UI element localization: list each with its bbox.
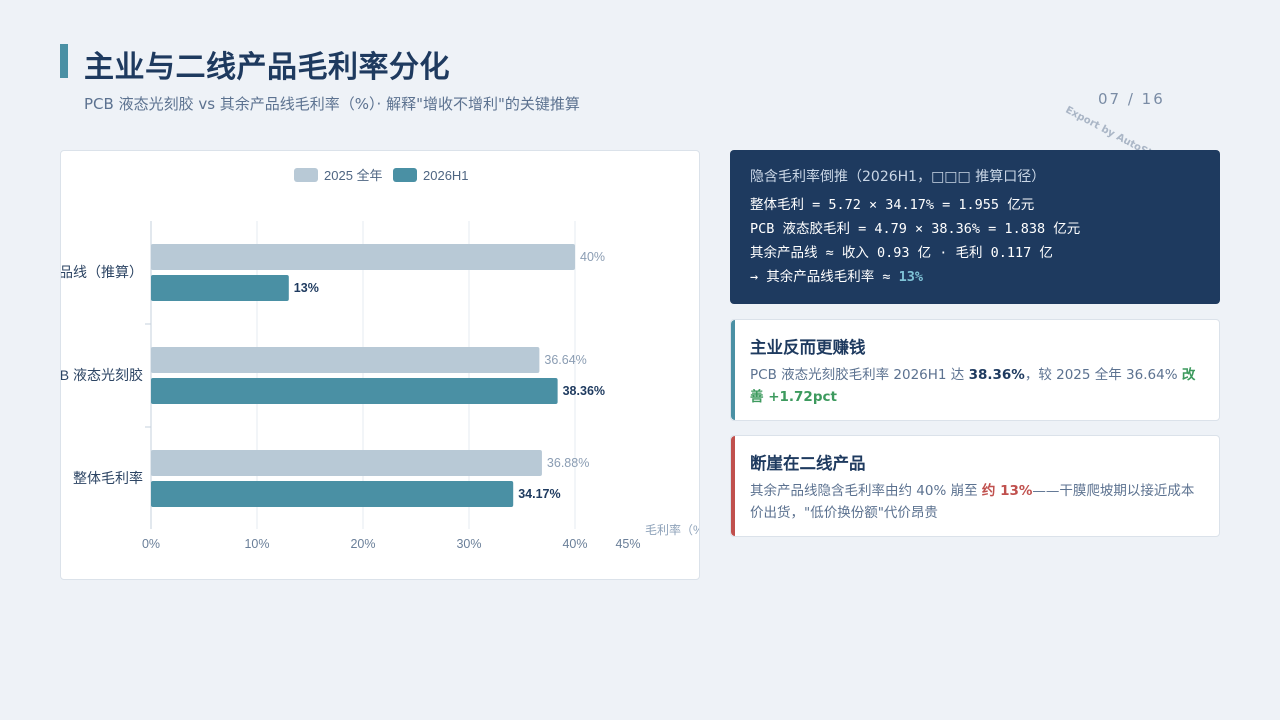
calc-card: 隐含毛利率倒推（2026H1，□□□ 推算口径） 整体毛利 = 5.72 × 3… (730, 150, 1220, 304)
insight-highlight: 38.36% (968, 367, 1025, 383)
chart-card: 0% 10% 20% 30% 40% 45% 毛利率（%） 其余产品线（推算） 40% 13% PC… (60, 150, 700, 580)
insight-decline: 约 13% (981, 483, 1033, 499)
x-tick-label: 20% (350, 537, 375, 551)
calc-line-pcb: PCB 液态胶毛利 = 4.79 × 38.36% = 1.838 亿元 (750, 221, 1081, 237)
x-tick-label: 40% (562, 537, 587, 551)
legend-swatch (393, 168, 417, 182)
x-axis-label: 毛利率（%） (645, 522, 700, 537)
x-tick-label: 0% (142, 537, 160, 551)
calc-line-result: → 其余产品线毛利率 ≈ 13% (750, 265, 1200, 289)
bar (151, 347, 540, 373)
insight-title: 断崖在二线产品 (750, 454, 866, 473)
calc-line-others: 其余产品线 ≈ 收入 0.93 亿 · 毛利 0.117 亿 (750, 245, 1053, 261)
data-label: 34.17% (518, 487, 560, 501)
bar (151, 244, 575, 270)
data-label: 13% (294, 281, 319, 295)
bar (151, 275, 289, 301)
insight-text-part: ，较 2025 全年 36.64% (1024, 367, 1182, 383)
bar (151, 450, 542, 476)
data-label: 40% (580, 250, 605, 264)
insight-improvement: 改善 +1.72pct (750, 367, 1196, 405)
x-tick-label: 30% (456, 537, 481, 551)
x-tick-label: 45% (615, 537, 640, 551)
insight-text-part: ——干膜爬坡期以接近成本价出货，"低价换份额"代价昂贵 (750, 483, 1195, 521)
x-tick-label: 10% (244, 537, 269, 551)
data-label: 36.64% (544, 353, 586, 367)
calc-line-overall: 整体毛利 = 5.72 × 34.17% = 1.955 亿元 (750, 197, 1035, 213)
category-label: 其余产品线（推算） (61, 264, 143, 280)
category-label: PCB 液态光刻胶 (61, 367, 143, 383)
card-accent-bar (731, 436, 735, 536)
insight-text: PCB 液态光刻胶毛利率 2026H1 达 38.36%，较 2025 全年 3… (750, 364, 1201, 408)
category-label: 整体毛利率 (73, 470, 143, 486)
data-label: 38.36% (563, 384, 605, 398)
page-subtitle: PCB 液态光刻胶 vs 其余产品线毛利率（%）· 解释"增收不增利"的关键推算 (84, 95, 580, 113)
gross-margin-bar-chart: 0% 10% 20% 30% 40% 45% 毛利率（%） 其余产品线（推算） 40% 13% PC… (61, 168, 700, 551)
insight-text-part: PCB 液态光刻胶毛利率 2026H1 达 (750, 367, 969, 383)
data-label: 36.88% (547, 456, 589, 470)
insight-text-part: 其余产品线隐含毛利率由约 40% 崩至 (750, 483, 982, 499)
insight-text: 其余产品线隐含毛利率由约 40% 崩至 约 13%——干膜爬坡期以接近成本价出货… (750, 480, 1201, 524)
legend-swatch (294, 168, 318, 182)
insight-card-secondary-products: 断崖在二线产品 其余产品线隐含毛利率由约 40% 崩至 约 13%——干膜爬坡期… (730, 435, 1220, 537)
page-title: 主业与二线产品毛利率分化 (84, 50, 450, 85)
page-number: 07 / 16 (1098, 90, 1165, 108)
bar (151, 378, 558, 404)
calc-result-prefix: → 其余产品线毛利率 ≈ (750, 269, 899, 285)
card-accent-bar (731, 320, 735, 420)
calc-title: 隐含毛利率倒推（2026H1，□□□ 推算口径） (750, 169, 1046, 185)
insight-title: 主业反而更赚钱 (750, 338, 866, 357)
legend-label: 2025 全年 (324, 168, 383, 183)
title-accent-bar (60, 44, 68, 78)
insight-card-main-business: 主业反而更赚钱 PCB 液态光刻胶毛利率 2026H1 达 38.36%，较 2… (730, 319, 1220, 421)
legend-label: 2026H1 (423, 168, 469, 183)
bar (151, 481, 514, 507)
calc-result-value: 13% (898, 269, 924, 285)
